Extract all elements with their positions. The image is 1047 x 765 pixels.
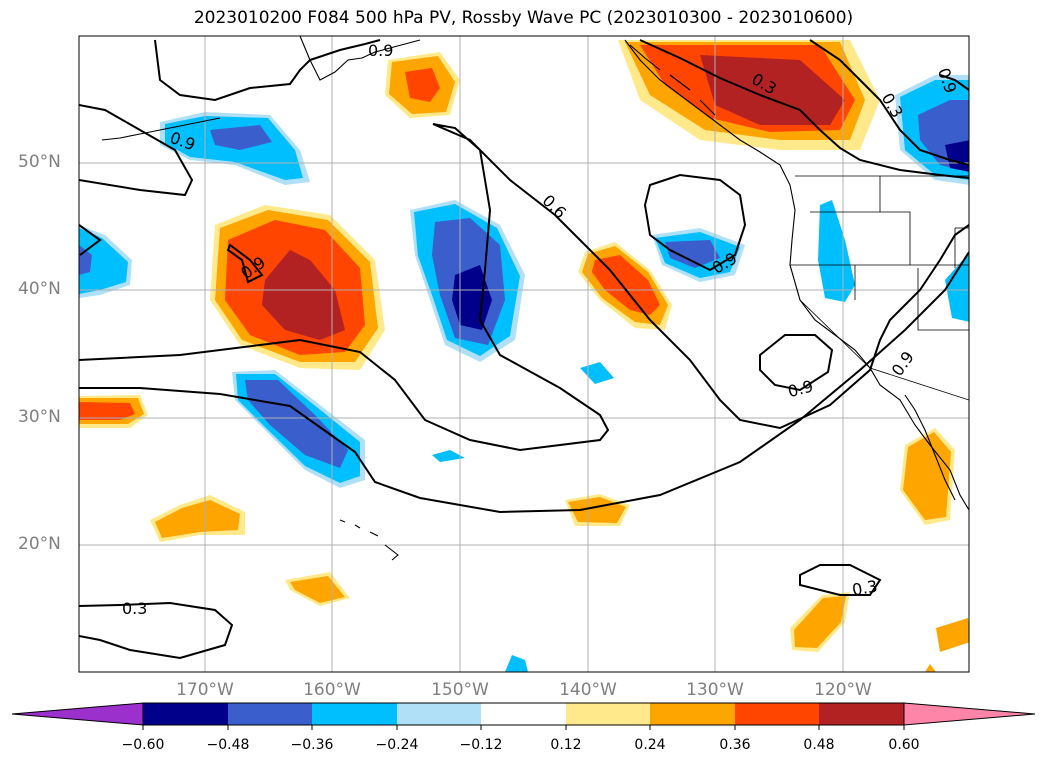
negative-anomaly-small <box>432 450 465 462</box>
lat-label-40n: 40°N <box>18 279 61 299</box>
positive-anomaly-south <box>155 500 240 538</box>
colorbar-tick-label: 0.24 <box>634 737 666 753</box>
negative-anomaly-center <box>452 265 492 330</box>
contour-label: 0.3 <box>122 599 147 618</box>
contour-label: 0.6 <box>539 191 570 222</box>
positive-anomaly-central <box>262 250 345 340</box>
negative-anomaly-small <box>580 362 614 384</box>
positive-anomaly-southeast <box>794 596 846 648</box>
contour-label: 0.3 <box>851 576 879 599</box>
negative-anomaly-west-edge <box>79 228 128 294</box>
lat-label-20n: 20°N <box>18 534 61 554</box>
negative-anomaly-east <box>665 240 720 268</box>
colorbar-tick-label: −0.60 <box>121 737 165 753</box>
positive-anomaly-southeast <box>925 664 936 672</box>
colorbar-tick-label: −0.48 <box>206 737 250 753</box>
positive-anomaly-south <box>290 576 345 603</box>
lon-label-170w: 170°W <box>176 680 234 700</box>
pv-anomaly-fills <box>79 40 969 672</box>
positive-anomaly-alaska <box>405 68 440 102</box>
colorbar-tick-label: 0.12 <box>550 737 582 753</box>
pc-contours <box>79 39 969 660</box>
positive-anomaly-nw-coast <box>700 55 845 125</box>
lon-label-160w: 160°W <box>303 680 361 700</box>
contour-label: 0.9 <box>368 41 393 60</box>
map-frame <box>78 35 970 673</box>
lon-label-150w: 150°W <box>431 680 489 700</box>
colorbar-tick-label: −0.36 <box>290 737 334 753</box>
positive-anomaly-southeast <box>936 618 969 652</box>
political-borders <box>789 175 969 401</box>
negative-anomaly-small <box>505 655 528 672</box>
lat-label-50n: 50°N <box>18 152 61 172</box>
positive-anomaly-east <box>592 255 660 315</box>
contour-label: 0.9 <box>786 376 816 401</box>
negative-anomaly-coast <box>818 200 855 302</box>
lon-label-130w: 130°W <box>686 680 744 700</box>
negative-anomaly-north <box>210 125 272 150</box>
graticule <box>79 36 969 672</box>
colorbar-tick-label: −0.24 <box>375 737 419 753</box>
lon-label-120w: 120°W <box>814 680 872 700</box>
positive-anomaly-west-edge <box>79 402 135 420</box>
lat-label-30n: 30°N <box>18 407 61 427</box>
colorbar-tick-label: 0.36 <box>719 737 751 753</box>
negative-anomaly-coast <box>945 253 969 322</box>
colorbar-tick-label: 0.48 <box>803 737 835 753</box>
colorbar-tick-label: −0.12 <box>459 737 503 753</box>
lon-label-140w: 140°W <box>559 680 617 700</box>
map-title: 2023010200 F084 500 hPa PV, Rossby Wave … <box>193 8 854 28</box>
colorbar-tick-label: 0.60 <box>888 737 920 753</box>
contour-label: 0.9 <box>888 348 918 380</box>
positive-anomaly-baja <box>903 432 951 520</box>
